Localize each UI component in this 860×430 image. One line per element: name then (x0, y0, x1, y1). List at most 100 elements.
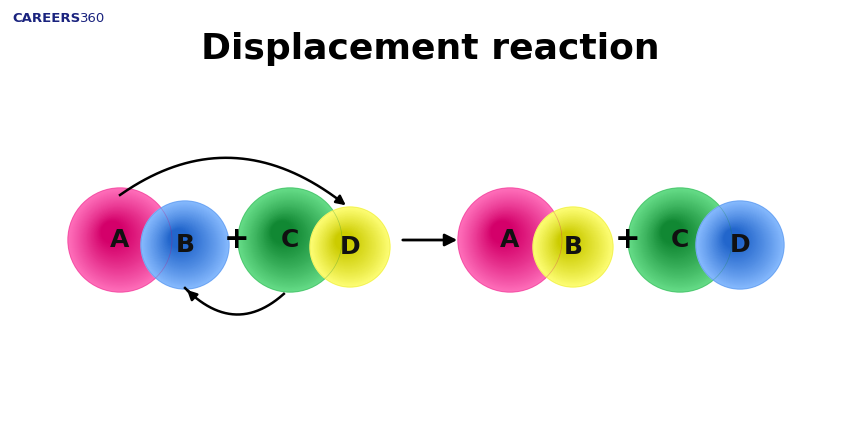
Circle shape (163, 222, 201, 261)
Circle shape (154, 214, 214, 274)
Circle shape (716, 221, 759, 263)
Circle shape (141, 201, 229, 289)
Circle shape (647, 207, 710, 269)
Circle shape (268, 218, 299, 250)
Circle shape (310, 208, 390, 286)
Circle shape (642, 202, 716, 276)
Circle shape (486, 215, 525, 255)
Circle shape (245, 195, 335, 285)
Circle shape (696, 201, 784, 289)
Circle shape (474, 204, 543, 273)
Circle shape (97, 217, 132, 252)
Circle shape (169, 230, 187, 247)
Circle shape (654, 215, 697, 256)
Circle shape (548, 222, 594, 269)
Circle shape (334, 231, 356, 253)
Circle shape (146, 206, 224, 283)
Circle shape (159, 219, 206, 267)
Circle shape (79, 199, 160, 280)
Circle shape (151, 211, 218, 278)
Circle shape (628, 188, 732, 292)
Circle shape (267, 218, 301, 251)
Circle shape (255, 204, 322, 273)
Circle shape (72, 192, 168, 288)
Circle shape (656, 216, 694, 254)
Circle shape (643, 203, 714, 274)
Circle shape (629, 189, 731, 291)
Circle shape (319, 216, 380, 277)
Circle shape (724, 229, 743, 249)
Circle shape (482, 212, 531, 262)
Circle shape (480, 210, 534, 264)
Circle shape (546, 220, 598, 271)
Circle shape (160, 220, 206, 265)
Circle shape (556, 230, 581, 255)
Circle shape (637, 197, 722, 282)
Circle shape (632, 192, 728, 288)
Circle shape (539, 213, 606, 280)
Circle shape (77, 197, 163, 282)
Circle shape (80, 200, 159, 279)
Circle shape (142, 202, 228, 288)
Circle shape (652, 212, 702, 262)
Circle shape (238, 188, 342, 292)
Circle shape (260, 209, 316, 265)
Circle shape (711, 216, 765, 271)
Circle shape (169, 229, 188, 249)
Circle shape (533, 207, 613, 287)
Circle shape (488, 218, 519, 250)
Circle shape (251, 201, 328, 278)
Circle shape (698, 203, 782, 286)
Circle shape (648, 208, 708, 268)
Circle shape (650, 210, 704, 264)
Circle shape (723, 228, 746, 251)
Text: A: A (110, 228, 130, 252)
Circle shape (714, 219, 762, 267)
Circle shape (713, 218, 764, 269)
Circle shape (168, 228, 191, 251)
Circle shape (461, 191, 559, 289)
Circle shape (542, 216, 603, 277)
Circle shape (463, 193, 556, 287)
Circle shape (96, 216, 133, 254)
Circle shape (151, 212, 217, 277)
Circle shape (538, 212, 608, 282)
Text: +: + (615, 225, 641, 255)
Circle shape (322, 219, 376, 273)
Circle shape (89, 209, 147, 267)
Circle shape (246, 196, 334, 283)
Circle shape (719, 224, 754, 259)
Circle shape (91, 211, 143, 263)
Circle shape (725, 230, 742, 247)
Circle shape (544, 218, 600, 274)
Circle shape (328, 224, 368, 264)
Circle shape (545, 220, 599, 272)
Circle shape (638, 198, 722, 281)
Circle shape (90, 210, 144, 264)
Circle shape (249, 200, 329, 279)
Circle shape (150, 209, 220, 280)
Circle shape (557, 231, 580, 253)
Circle shape (466, 196, 553, 283)
Circle shape (544, 218, 601, 275)
Circle shape (476, 207, 539, 269)
Circle shape (654, 214, 697, 258)
Circle shape (269, 219, 298, 248)
Circle shape (157, 217, 210, 270)
Circle shape (331, 228, 361, 258)
Circle shape (551, 225, 590, 264)
Circle shape (704, 209, 775, 280)
Circle shape (550, 224, 592, 266)
Circle shape (261, 211, 313, 263)
Circle shape (715, 220, 760, 265)
Circle shape (648, 209, 707, 267)
Circle shape (483, 213, 529, 259)
Circle shape (719, 224, 752, 258)
Circle shape (161, 221, 205, 264)
Circle shape (490, 220, 517, 247)
Circle shape (143, 203, 227, 287)
Circle shape (558, 232, 577, 251)
Circle shape (101, 222, 123, 243)
Circle shape (325, 222, 372, 269)
Circle shape (75, 195, 164, 285)
